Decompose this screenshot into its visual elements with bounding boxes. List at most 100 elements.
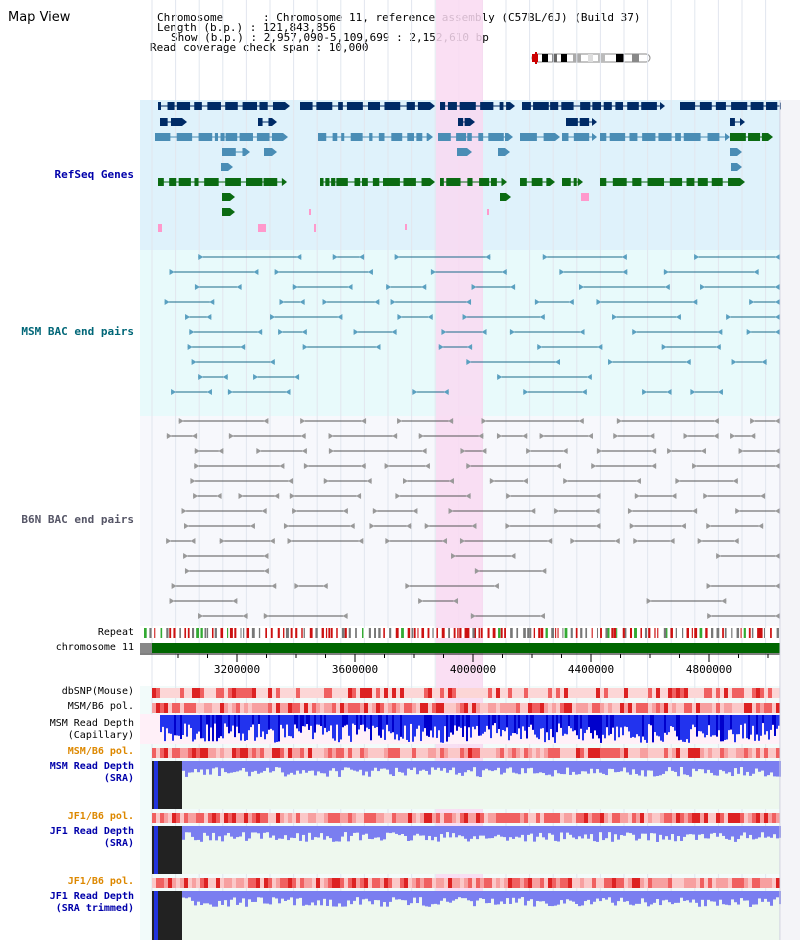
dbsnp-cell [300, 688, 304, 698]
depth-bar [298, 715, 300, 732]
depth-bar [182, 891, 185, 898]
depth-bar [518, 826, 521, 838]
depth-bar [218, 826, 221, 837]
depth-bar [284, 715, 286, 738]
bac-end-marker [279, 299, 285, 305]
depth-bar [452, 826, 455, 834]
dbsnp-cell [348, 688, 352, 698]
depth-bar [774, 715, 776, 736]
depth-bar [437, 891, 440, 905]
depth-bar [524, 715, 526, 731]
depth-bar [260, 826, 263, 839]
gene-exon [372, 178, 380, 186]
track-label-msm-b6-pol-2[interactable]: MSM/B6 pol. [67, 746, 134, 757]
pol-cell [612, 703, 616, 713]
track-label-jf1-depth-trimmed[interactable]: JF1 Read Depth [49, 891, 134, 902]
pol-cell [612, 813, 616, 823]
bac-end-marker [661, 344, 667, 350]
depth-bar [668, 761, 671, 768]
track-label-jf1-b6-pol-2[interactable]: JF1/B6 pol. [67, 876, 134, 887]
depth-bar [182, 761, 185, 771]
repeat-mark [710, 628, 714, 638]
depth-bar [608, 826, 611, 833]
depth-bar [272, 826, 275, 836]
dbsnp-cell [704, 688, 708, 698]
dbsnp-cell [680, 688, 684, 698]
bac-end-marker [270, 314, 276, 320]
depth-bar [770, 826, 773, 838]
pol-cell [756, 748, 760, 758]
pol-cell [468, 878, 472, 888]
depth-bar [629, 891, 632, 905]
depth-bar [524, 826, 527, 842]
repeat-mark [705, 628, 708, 638]
track-label-jf1-b6-pol-1[interactable]: JF1/B6 pol. [67, 811, 134, 822]
track-label-msm-b6-pol-1[interactable]: MSM/B6 pol. [67, 701, 134, 712]
pol-cell [204, 878, 208, 888]
depth-bar [530, 826, 533, 834]
depth-bar [593, 826, 596, 842]
track-label-msm-depth-sra[interactable]: MSM Read Depth [49, 761, 134, 772]
depth-bar [407, 891, 410, 906]
track-label-msm-bac[interactable]: MSM BAC end pairs [21, 325, 134, 338]
depth-bar [510, 715, 512, 736]
track-label-repeat[interactable]: Repeat [97, 627, 134, 638]
dbsnp-cell [376, 688, 380, 698]
bac-end-marker [302, 344, 308, 350]
repeat-mark [321, 628, 324, 638]
depth-bar [551, 826, 554, 835]
pol-cell [616, 813, 620, 823]
pol-cell [208, 813, 212, 823]
depth-bar [341, 891, 344, 907]
pol-cell [196, 748, 200, 758]
repeat-mark [251, 628, 255, 638]
depth-bar [452, 761, 455, 768]
dbsnp-cell [380, 688, 384, 698]
depth-bar [557, 826, 560, 842]
depth-bar [644, 891, 647, 903]
depth-bar [468, 715, 470, 728]
pol-cell [180, 703, 184, 713]
track-label-msm-depth-capillary[interactable]: MSM Read Depth [49, 718, 134, 729]
depth-bar [278, 891, 281, 904]
depth-bar [518, 715, 520, 729]
track-label-dbsnp[interactable]: dbSNP(Mouse) [61, 686, 134, 697]
track-label-b6n-bac[interactable]: B6N BAC end pairs [21, 513, 134, 526]
depth-bar [461, 891, 464, 899]
pol-cell [392, 748, 396, 758]
bac-end-marker [448, 508, 454, 514]
repeat-mark [246, 628, 250, 638]
depth-bar [266, 715, 268, 735]
track-label-jf1-depth-sra[interactable]: JF1 Read Depth [49, 826, 134, 837]
track-label-chromosome: chromosome 11 [55, 642, 134, 653]
pol-cell [388, 878, 392, 888]
pol-cell [456, 878, 460, 888]
pol-cell [328, 813, 332, 823]
bac-end-marker [206, 389, 212, 395]
depth-bar [410, 761, 413, 770]
depth-bar [610, 715, 612, 734]
bac-end-marker [228, 433, 234, 439]
depth-bar [164, 715, 166, 742]
depth-bar [550, 715, 552, 730]
depth-bar [742, 715, 744, 739]
depth-bar [696, 715, 698, 737]
pol-cell [268, 813, 272, 823]
depth-bar [245, 826, 248, 841]
gene-strand-arrow [740, 118, 745, 126]
pol-cell [560, 748, 564, 758]
depth-bar [221, 826, 224, 842]
track-label-refseq[interactable]: RefSeq Genes [54, 168, 134, 181]
depth-bar [440, 826, 443, 835]
dbsnp-cell [508, 688, 512, 698]
depth-bar [764, 826, 767, 838]
depth-bar [509, 761, 512, 768]
pol-cell [252, 703, 256, 713]
depth-bar [338, 715, 340, 743]
bac-end-marker [418, 598, 424, 604]
pol-cell [204, 703, 208, 713]
pol-cell [596, 878, 600, 888]
depth-bar [239, 761, 242, 771]
dbsnp-cell [276, 688, 280, 698]
